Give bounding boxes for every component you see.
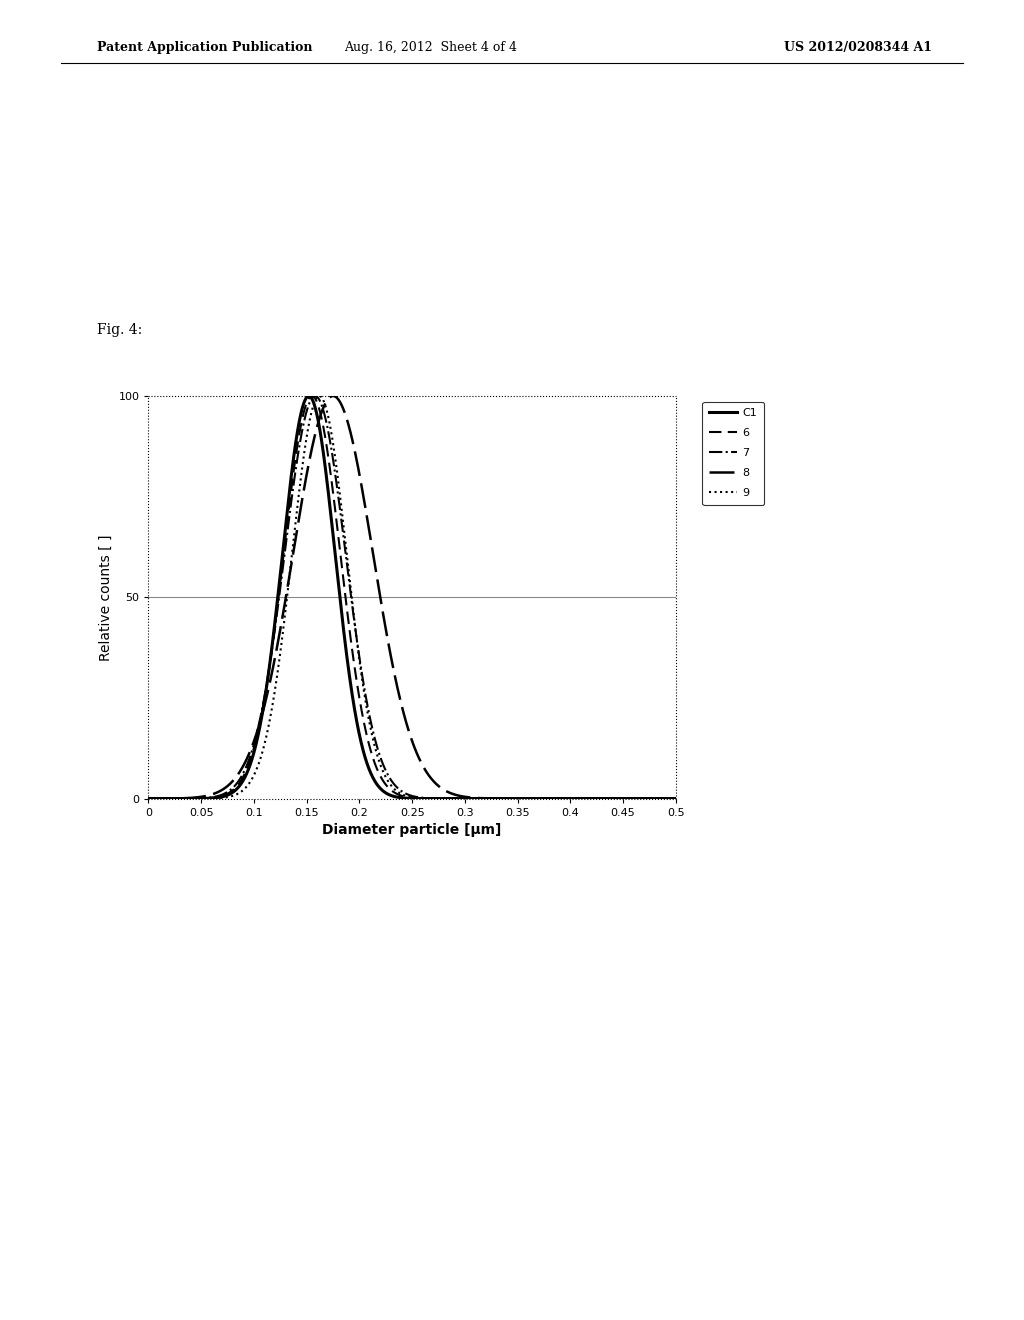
Legend: C1, 6, 7, 8, 9: C1, 6, 7, 8, 9 [702,401,764,504]
Text: US 2012/0208344 A1: US 2012/0208344 A1 [783,41,932,54]
Text: Aug. 16, 2012  Sheet 4 of 4: Aug. 16, 2012 Sheet 4 of 4 [344,41,516,54]
X-axis label: Diameter particle [μm]: Diameter particle [μm] [323,824,502,837]
Text: Fig. 4:: Fig. 4: [97,323,142,338]
Text: Patent Application Publication: Patent Application Publication [97,41,312,54]
Y-axis label: Relative counts [ ]: Relative counts [ ] [99,535,113,660]
